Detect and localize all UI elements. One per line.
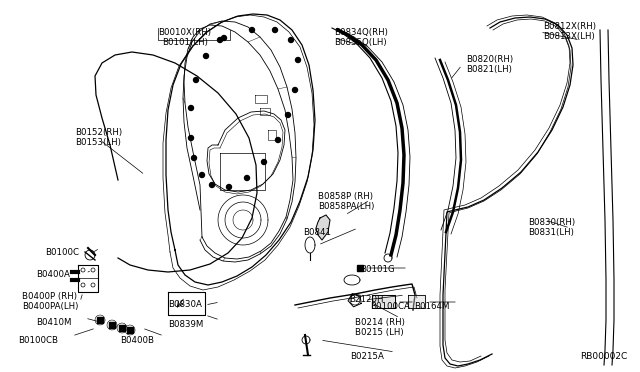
Circle shape xyxy=(289,38,294,42)
Text: B0858P (RH)
B0858PA(LH): B0858P (RH) B0858PA(LH) xyxy=(318,192,374,211)
Text: B0830(RH)
B0831(LH): B0830(RH) B0831(LH) xyxy=(528,218,575,237)
Text: B0830A: B0830A xyxy=(168,300,202,309)
Text: B0820(RH)
B0821(LH): B0820(RH) B0821(LH) xyxy=(466,55,513,74)
Text: B0101G: B0101G xyxy=(360,265,395,274)
Text: B2120H: B2120H xyxy=(349,295,383,304)
Text: B0410M: B0410M xyxy=(36,318,72,327)
Polygon shape xyxy=(372,295,395,308)
Circle shape xyxy=(193,77,198,83)
Text: B0100C: B0100C xyxy=(45,248,79,257)
Circle shape xyxy=(218,38,223,42)
Circle shape xyxy=(191,155,196,160)
Text: RB00002C: RB00002C xyxy=(580,352,627,361)
Text: B0100CB: B0100CB xyxy=(18,336,58,345)
Circle shape xyxy=(273,28,278,32)
Text: B0164M: B0164M xyxy=(414,302,449,311)
Text: B0839M: B0839M xyxy=(168,320,204,329)
Circle shape xyxy=(292,87,298,93)
Text: B0215A: B0215A xyxy=(350,352,384,361)
Circle shape xyxy=(275,138,280,142)
Text: B0400B: B0400B xyxy=(120,336,154,345)
Text: B0841: B0841 xyxy=(303,228,331,237)
Circle shape xyxy=(244,176,250,180)
Text: B0010X(RH)
B0101(LH): B0010X(RH) B0101(LH) xyxy=(159,28,211,47)
Text: B0152(RH)
B0153(LH): B0152(RH) B0153(LH) xyxy=(75,128,122,147)
Circle shape xyxy=(227,185,232,189)
Circle shape xyxy=(204,54,209,58)
Circle shape xyxy=(189,106,193,110)
Polygon shape xyxy=(316,215,330,240)
Text: B0400P (RH)
B0400PA(LH): B0400P (RH) B0400PA(LH) xyxy=(22,292,78,311)
Polygon shape xyxy=(408,295,425,308)
Circle shape xyxy=(209,183,214,187)
Circle shape xyxy=(262,160,266,164)
Text: B0812X(RH)
B0813X(LH): B0812X(RH) B0813X(LH) xyxy=(543,22,596,41)
Text: B0400A: B0400A xyxy=(36,270,70,279)
Circle shape xyxy=(296,58,301,62)
Text: B0834Q(RH)
B0835Q(LH): B0834Q(RH) B0835Q(LH) xyxy=(334,28,388,47)
Circle shape xyxy=(285,112,291,118)
Text: B0100CA: B0100CA xyxy=(370,302,410,311)
Text: B0214 (RH)
B0215 (LH): B0214 (RH) B0215 (LH) xyxy=(355,318,405,337)
Circle shape xyxy=(221,35,227,41)
Circle shape xyxy=(250,28,255,32)
Circle shape xyxy=(200,173,205,177)
Circle shape xyxy=(189,135,193,141)
